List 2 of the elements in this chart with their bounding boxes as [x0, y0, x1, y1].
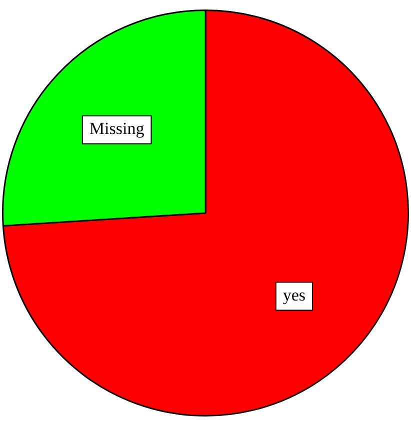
slice-label: Missing	[89, 119, 145, 138]
slice-label: yes	[282, 286, 306, 305]
